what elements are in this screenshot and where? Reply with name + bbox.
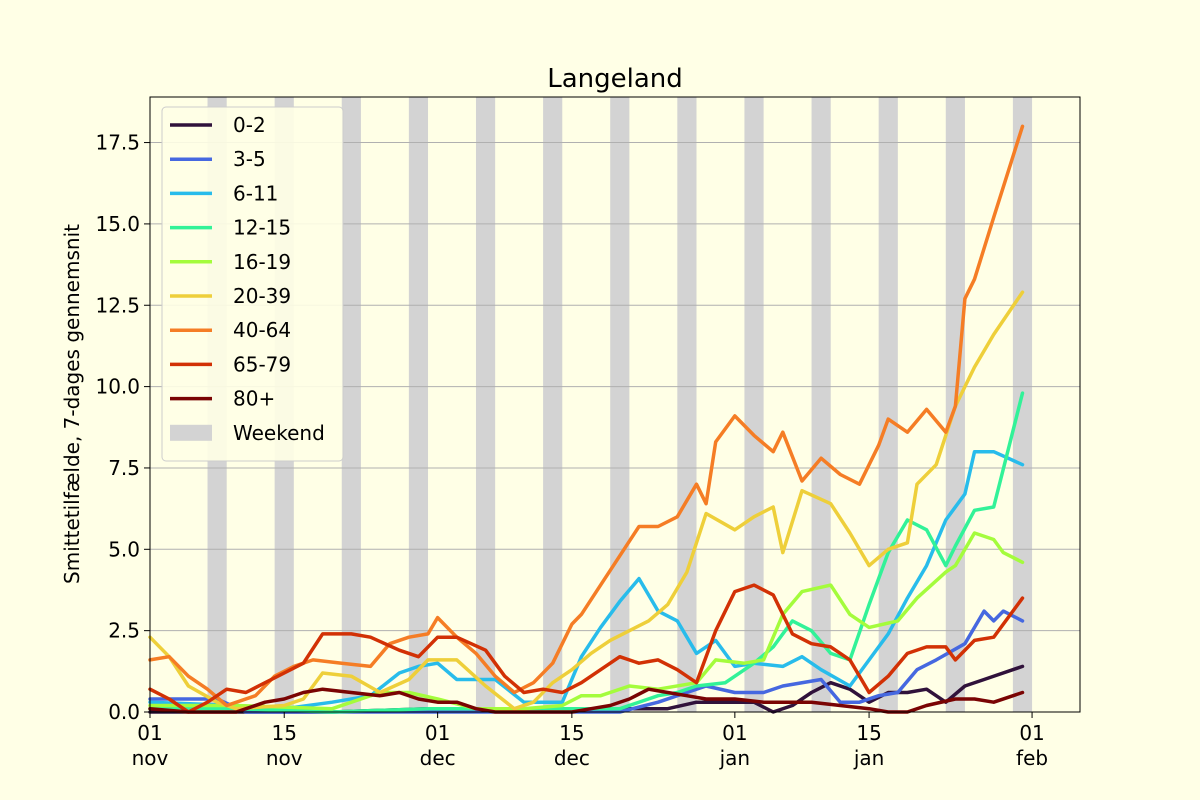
y-tick-label-4: 10.0 xyxy=(95,375,140,399)
x-tick-month-4: jan xyxy=(719,746,751,770)
y-axis: 0.0 2.5 5.0 7.5 10.0 12.5 15.0 17.5 xyxy=(95,131,150,724)
y-tick-label-2: 5.0 xyxy=(108,537,140,561)
y-tick-label-1: 2.5 xyxy=(108,619,140,643)
x-tick-day-1: 15 xyxy=(272,721,297,745)
y-tick-label-7: 17.5 xyxy=(95,131,140,155)
weekend-band-8 xyxy=(744,97,764,712)
y-tick-label-0: 0.0 xyxy=(108,700,140,724)
x-tick-day-5: 15 xyxy=(856,721,881,745)
series-line-65-79 xyxy=(148,583,1025,714)
x-tick-month-1: nov xyxy=(266,746,303,770)
weekend-band-5 xyxy=(543,97,563,712)
x-tick-month-0: nov xyxy=(132,746,169,770)
x-tick-day-2: 01 xyxy=(425,721,450,745)
y-tick-label-5: 12.5 xyxy=(95,293,140,317)
chart-title: Langeland xyxy=(547,64,683,94)
y-tick-label-6: 15.0 xyxy=(95,212,140,236)
series-line-6-11 xyxy=(148,449,1025,711)
weekend-band-10 xyxy=(878,97,898,712)
y-tick-label-3: 7.5 xyxy=(108,456,140,480)
legend-label-6-11: 6-11 xyxy=(233,181,278,205)
series-lines xyxy=(148,124,1025,714)
y-axis-label: Smittetilfælde, 7-dages gennemsnit xyxy=(60,224,84,584)
legend-label-65-79: 65-79 xyxy=(233,352,291,376)
series-line-20-39 xyxy=(148,290,1025,711)
weekend-band-7 xyxy=(677,97,697,712)
weekend-band-2 xyxy=(341,97,361,712)
x-tick-day-6: 01 xyxy=(1019,721,1044,745)
legend-label-3-5: 3-5 xyxy=(233,147,266,171)
x-tick-month-5: jan xyxy=(853,746,885,770)
x-tick-month-3: dec xyxy=(554,746,590,770)
x-tick-month-6: feb xyxy=(1016,746,1048,770)
legend-label-0-2: 0-2 xyxy=(233,113,266,137)
x-tick-day-3: 15 xyxy=(559,721,584,745)
weekend-bands xyxy=(207,97,1033,712)
series-line-40-64 xyxy=(148,124,1025,708)
legend-swatch-weekend xyxy=(170,424,212,441)
x-tick-month-2: dec xyxy=(420,746,456,770)
legend-label-80+: 80+ xyxy=(233,387,275,411)
weekend-band-9 xyxy=(811,97,831,712)
legend-label-weekend: Weekend xyxy=(233,421,325,445)
legend-label-12-15: 12-15 xyxy=(233,216,291,240)
plot-frame xyxy=(149,96,1081,713)
legend: 0-2 3-5 6-11 12-15 16-19 20-39 40-64 65-79 80+ We… xyxy=(161,106,344,462)
weekend-band-3 xyxy=(408,97,429,712)
legend-box xyxy=(161,106,344,462)
series-line-16-19 xyxy=(148,531,1025,711)
legend-label-16-19: 16-19 xyxy=(233,250,291,274)
weekend-band-6 xyxy=(610,97,630,712)
weekend-band-4 xyxy=(475,97,496,712)
x-tick-day-4: 01 xyxy=(722,721,747,745)
legend-label-40-64: 40-64 xyxy=(233,318,291,342)
x-tick-day-0: 01 xyxy=(137,721,162,745)
legend-label-20-39: 20-39 xyxy=(233,284,291,308)
